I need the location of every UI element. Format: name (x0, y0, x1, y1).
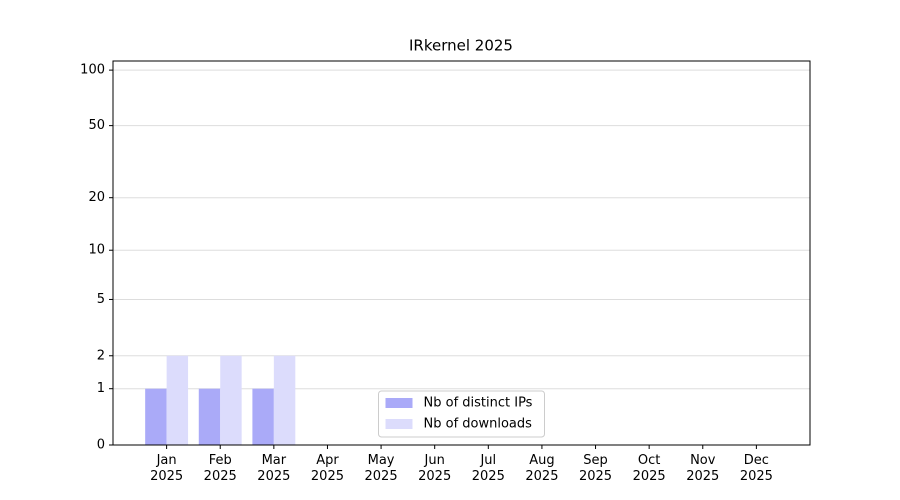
plot-frame (112, 60, 811, 446)
y-tick-label: 2 (97, 348, 105, 363)
y-tick-label: 20 (88, 190, 105, 205)
bar (145, 388, 167, 445)
y-tick-label: 100 (80, 63, 105, 78)
y-tick-label: 5 (97, 292, 105, 307)
legend-label: Nb of distinct IPs (424, 396, 533, 411)
x-tick-label: Mar 2025 (257, 453, 291, 484)
y-tick-label: 10 (88, 243, 105, 258)
legend-swatch (385, 398, 413, 408)
bar (252, 388, 274, 445)
bar (198, 388, 221, 445)
bar (273, 355, 296, 445)
x-tick-label: May 2025 (364, 453, 398, 484)
bar (220, 355, 242, 445)
x-tick-label: Sep 2025 (578, 453, 613, 484)
x-tick-label: Dec 2025 (739, 453, 773, 484)
x-tick-label: Jul 2025 (471, 453, 505, 484)
x-tick-label: Oct 2025 (632, 453, 666, 484)
x-tick-label: Jan 2025 (150, 453, 184, 484)
bar (166, 355, 189, 445)
x-tick-label: Nov 2025 (686, 453, 720, 484)
legend-label: Nb of downloads (424, 417, 533, 432)
legend-box (378, 390, 545, 438)
x-tick-label: Feb 2025 (203, 453, 237, 484)
x-tick-label: Aug 2025 (525, 453, 559, 484)
legend: Nb of distinct IPs Nb of downloads (378, 390, 545, 438)
y-tick-label: 0 (97, 438, 105, 453)
y-tick-label: 1 (97, 381, 105, 396)
x-tick-label: Apr 2025 (310, 453, 344, 484)
legend-swatch (385, 419, 413, 429)
y-tick-label: 50 (88, 118, 105, 133)
chart-title: IRkernel 2025 (409, 37, 513, 55)
x-tick-label: Jun 2025 (418, 453, 452, 484)
